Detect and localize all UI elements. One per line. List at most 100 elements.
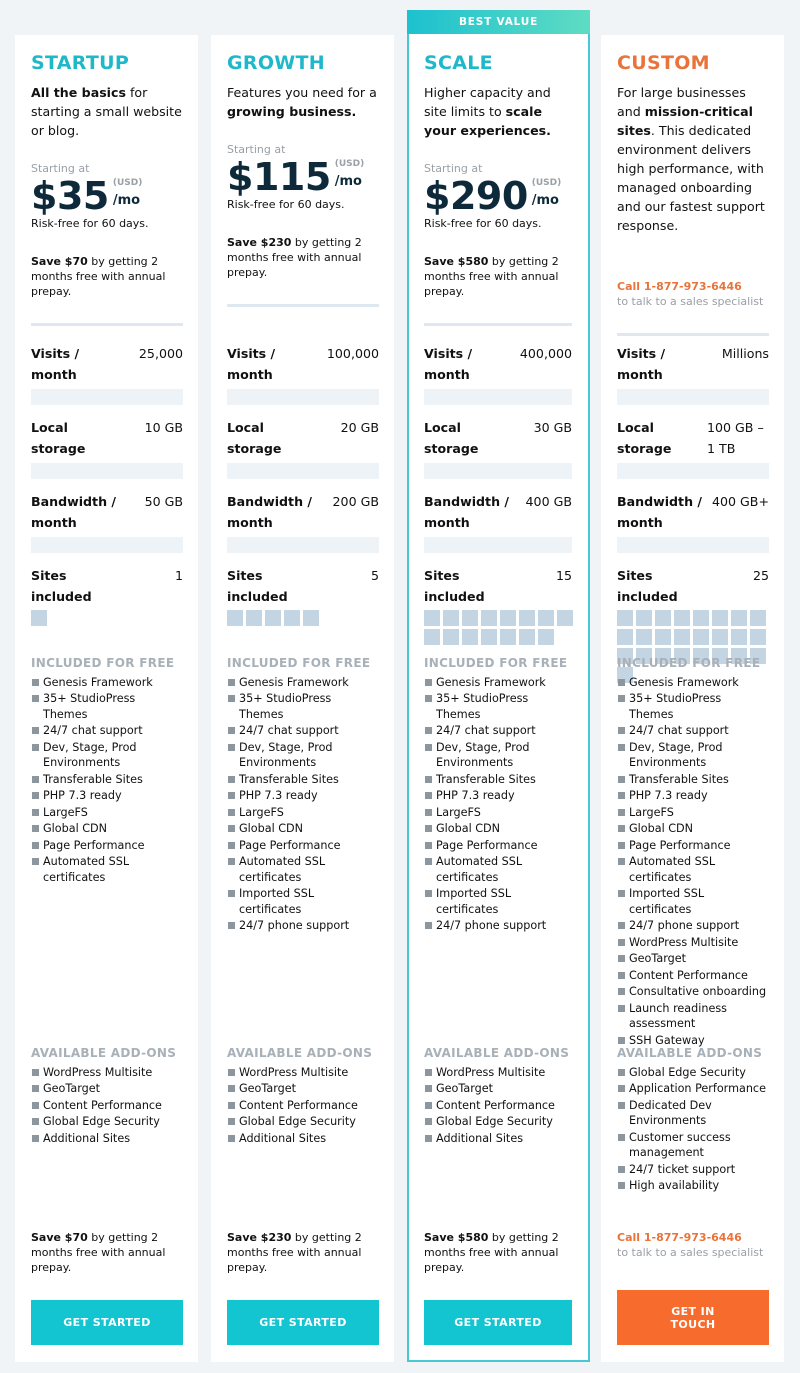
spec-label: Visits / month	[424, 346, 473, 382]
button-label: GET STARTED	[259, 1316, 347, 1329]
description-text: All the basics	[31, 85, 126, 100]
card-header: CUSTOM For large businesses and mission-c…	[617, 52, 769, 336]
save-text: by getting 2 months free with annual pre…	[424, 1231, 559, 1274]
list-item: Additional Sites	[31, 1131, 183, 1147]
item-text: 24/7 chat support	[629, 724, 729, 737]
bullet	[228, 808, 235, 816]
site-box	[284, 610, 300, 626]
item-text: Content Performance	[239, 1098, 358, 1112]
cta-button[interactable]: GET STARTED	[424, 1300, 572, 1345]
cta-button[interactable]: GET IN TOUCH	[617, 1290, 769, 1345]
item-text: PHP 7.3 ready	[239, 789, 318, 802]
site-box	[519, 610, 535, 626]
site-box	[462, 610, 478, 626]
site-box	[617, 610, 633, 626]
cta-button[interactable]: GET STARTED	[227, 1300, 379, 1345]
bullet	[425, 890, 432, 897]
description-text: For large businesses and	[617, 85, 746, 119]
site-box	[636, 610, 652, 626]
site-box	[462, 629, 478, 645]
list-heading: AVAILABLE ADD-ONS	[617, 1046, 763, 1060]
price: $35	[31, 174, 109, 218]
site-box	[538, 610, 554, 626]
spec-value: 25	[752, 568, 769, 583]
list-item: Automated SSL certificates	[31, 854, 183, 885]
item-text: WordPress Multisite	[239, 1065, 349, 1079]
list-item: WordPress Multisite	[227, 1065, 379, 1081]
item-text: Page Performance	[436, 838, 538, 852]
spec-row: Bandwidth / month 200 GB	[227, 491, 379, 553]
item-text: High availability	[629, 1179, 720, 1192]
item-text: Genesis Framework	[239, 675, 349, 689]
item-text: Genesis Framework	[436, 675, 546, 689]
spec-label: Local storage	[31, 420, 86, 456]
specs: Visits / month 400,000 Local storage 30 GB B…	[424, 343, 573, 657]
site-box	[519, 629, 535, 645]
site-box	[731, 610, 747, 626]
list-item: Additional Sites	[227, 1131, 379, 1147]
bullet	[618, 792, 625, 799]
bullet	[425, 792, 432, 799]
spec-label: Bandwidth / month	[31, 494, 117, 530]
risk-note: Risk-free for 60 days.	[31, 217, 149, 230]
item-text: 35+ StudioPress Themes	[436, 692, 529, 721]
list-item: Dev, Stage, Prod Environments	[31, 740, 183, 771]
plan-name: CUSTOM	[617, 52, 710, 74]
bullet	[32, 808, 39, 816]
list-item: Automated SSL certificates	[617, 854, 769, 885]
specs: Visits / month 25,000 Local storage 10 GB Ba…	[31, 343, 183, 638]
list-item: 35+ StudioPress Themes	[617, 691, 769, 722]
spec-line: Local storage 10 GB	[31, 417, 183, 459]
footer-note: Save $230 by getting 2 months free with …	[227, 1230, 379, 1275]
spec-row: Local storage 100 GB – 1 TB	[617, 417, 769, 479]
item-text: Global CDN	[629, 822, 694, 835]
bullet	[32, 1101, 39, 1109]
list-item: Global Edge Security	[617, 1065, 769, 1081]
divider	[617, 333, 769, 336]
plan-description: For large businesses and mission-critica…	[617, 83, 769, 235]
site-box	[712, 610, 728, 626]
bullet	[618, 1133, 625, 1141]
spec-line: Bandwidth / month 200 GB	[227, 491, 379, 533]
save-text: by getting 2 months free with annual pre…	[31, 255, 166, 298]
list-item: Launch readiness assessment	[617, 1001, 769, 1032]
description-text: mission-critical sites	[617, 104, 753, 138]
bullet	[425, 808, 432, 816]
list-item: 24/7 phone support	[227, 918, 379, 934]
item-text: Content Performance	[629, 968, 748, 982]
save-amount: Save $580	[424, 255, 489, 268]
footer-note: Call 1-877-973-6446 to talk to a sales sp…	[617, 1230, 769, 1260]
included-list: INCLUDED FOR FREE Genesis Framework 35+ St…	[617, 656, 769, 1049]
item-text: PHP 7.3 ready	[436, 789, 515, 802]
item-text: Content Performance	[436, 1098, 555, 1112]
item-text: PHP 7.3 ready	[43, 789, 122, 802]
risk-note: Risk-free for 60 days.	[227, 198, 345, 211]
list-item: Dev, Stage, Prod Environments	[227, 740, 379, 771]
save-amount: Save $230	[227, 1231, 292, 1244]
plan-description: Features you need for a growing business…	[227, 83, 379, 121]
item-text: 24/7 ticket support	[629, 1162, 736, 1176]
site-box	[674, 610, 690, 626]
list-item: Global Edge Security	[227, 1114, 379, 1130]
bullet	[425, 1101, 432, 1109]
site-box	[693, 629, 709, 645]
list-item: PHP 7.3 ready	[31, 788, 183, 804]
list-item: 35+ StudioPress Themes	[227, 691, 379, 722]
bullet	[228, 727, 235, 734]
price: $290	[424, 174, 528, 218]
included-list: INCLUDED FOR FREE Genesis Framework 35+ St…	[424, 656, 572, 935]
item-text: Global Edge Security	[43, 1115, 160, 1128]
list-item: Transferable Sites	[227, 772, 379, 788]
button-label: GET IN TOUCH	[670, 1304, 716, 1331]
site-box	[674, 629, 690, 645]
item-text: 24/7 phone support	[239, 919, 350, 932]
spec-line: Sites included 1	[31, 565, 183, 607]
list-item: 24/7 chat support	[31, 723, 183, 739]
cta-button[interactable]: GET STARTED	[31, 1300, 183, 1345]
price-line: $35 (USD) /mo	[31, 176, 183, 216]
item-text: 24/7 chat support	[436, 724, 536, 737]
call-link: Call 1-877-973-6446	[617, 1231, 742, 1244]
list-item: Dev, Stage, Prod Environments	[617, 740, 769, 771]
bullet	[228, 1085, 235, 1092]
item-text: LargeFS	[436, 805, 481, 819]
